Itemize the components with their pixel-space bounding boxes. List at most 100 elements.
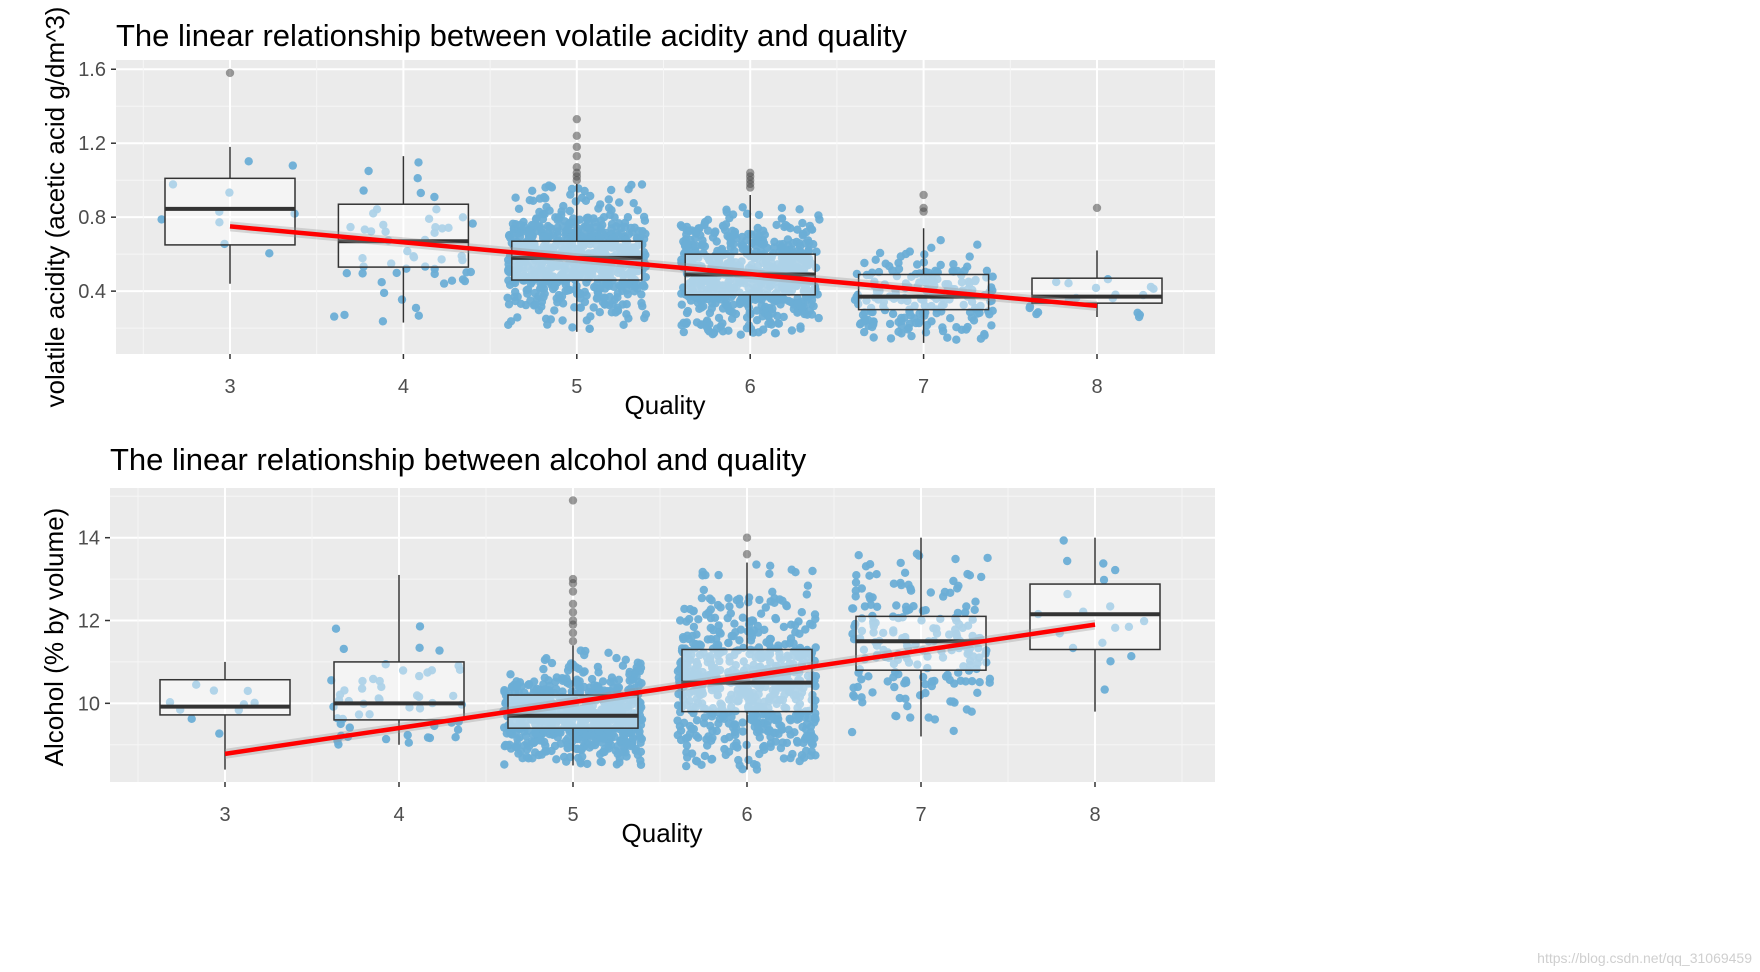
data-point: [451, 733, 460, 742]
data-point: [409, 253, 419, 262]
data-point: [1134, 312, 1144, 322]
data-point: [627, 180, 636, 190]
data-point: [959, 300, 968, 310]
data-point: [703, 635, 713, 644]
data-point: [982, 266, 992, 275]
data-point: [613, 289, 622, 298]
data-point: [335, 690, 345, 699]
x-tick-label: 6: [745, 376, 756, 398]
data-point: [622, 738, 631, 748]
data-point: [768, 304, 777, 314]
data-point: [598, 677, 608, 686]
data-point: [1103, 275, 1113, 284]
data-point: [358, 269, 367, 278]
data-point: [682, 741, 692, 750]
data-point: [576, 303, 585, 312]
data-point: [766, 561, 775, 570]
data-point: [683, 306, 693, 316]
outlier-point: [225, 68, 235, 78]
data-point: [869, 333, 878, 342]
data-point: [387, 259, 396, 268]
data-point: [807, 225, 817, 234]
data-point: [551, 677, 560, 686]
data-point: [772, 277, 781, 286]
data-point: [633, 233, 642, 242]
data-point: [411, 303, 421, 313]
data-point: [545, 206, 554, 215]
data-point: [633, 206, 642, 215]
data-point: [562, 247, 572, 257]
data-point: [607, 185, 616, 195]
data-point: [466, 267, 475, 277]
data-point: [725, 733, 734, 742]
data-point: [704, 732, 713, 741]
data-point: [810, 610, 820, 619]
data-point: [915, 278, 924, 287]
data-point: [793, 308, 802, 317]
outlier-point: [572, 114, 581, 124]
data-point: [860, 327, 869, 337]
data-point: [537, 750, 546, 759]
data-point: [620, 270, 629, 279]
data-point: [946, 314, 955, 323]
data-point: [618, 747, 628, 756]
data-point: [953, 584, 962, 593]
data-point: [641, 310, 651, 319]
data-point: [900, 568, 910, 577]
data-point: [957, 278, 967, 287]
y-tick-labels: 0.4 0.8 1.2 1.6: [78, 59, 116, 303]
data-point: [971, 597, 980, 606]
data-point: [563, 286, 572, 295]
data-point: [907, 331, 916, 341]
data-point: [853, 682, 862, 692]
data-point: [345, 723, 354, 732]
data-point: [798, 250, 808, 260]
data-point: [576, 757, 585, 766]
chart-alcohol: The linear relationship between alcohol …: [39, 442, 1215, 848]
data-point: [811, 715, 820, 724]
data-point: [397, 295, 407, 304]
data-point: [721, 750, 730, 760]
data-point: [438, 224, 447, 233]
data-point: [365, 710, 374, 719]
data-point: [366, 227, 376, 236]
data-point: [930, 715, 940, 724]
data-point: [707, 755, 716, 764]
data-point: [787, 565, 796, 574]
data-point: [590, 741, 600, 750]
data-point: [718, 712, 728, 721]
data-point: [807, 295, 817, 305]
data-point: [714, 621, 723, 630]
data-point: [721, 220, 731, 229]
data-point: [585, 324, 594, 333]
data-point: [850, 692, 859, 701]
data-point: [746, 636, 756, 645]
data-point: [1099, 575, 1109, 585]
data-point: [599, 245, 609, 254]
data-point: [903, 702, 912, 711]
data-point: [566, 659, 576, 668]
data-point: [554, 290, 564, 300]
data-point: [540, 655, 550, 665]
data-point: [758, 240, 767, 249]
data-point: [599, 213, 609, 222]
data-point: [975, 678, 984, 687]
data-point: [766, 657, 775, 667]
data-point: [704, 284, 714, 293]
data-point: [965, 252, 974, 261]
data-point: [528, 754, 537, 763]
data-point: [681, 734, 691, 743]
data-point: [604, 203, 614, 213]
data-point: [703, 325, 713, 335]
y-tick-labels: 10 12 14: [78, 528, 110, 715]
data-point: [559, 201, 568, 211]
data-point: [779, 256, 789, 265]
data-point: [797, 608, 806, 617]
outlier-point: [919, 203, 928, 213]
data-point: [511, 718, 520, 727]
data-point: [550, 282, 559, 292]
data-point: [624, 279, 633, 288]
data-point: [752, 316, 762, 325]
data-point: [538, 210, 547, 219]
data-point: [769, 243, 779, 252]
